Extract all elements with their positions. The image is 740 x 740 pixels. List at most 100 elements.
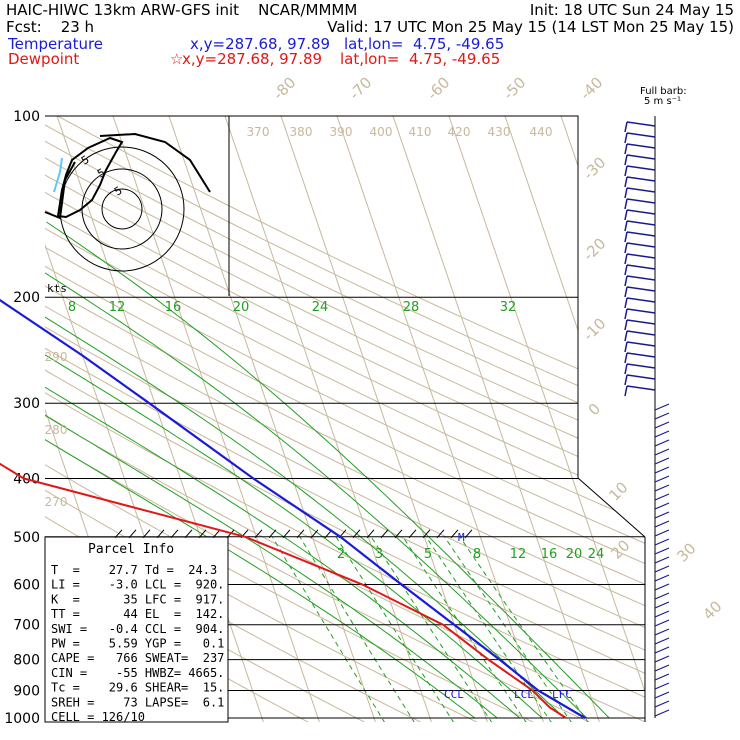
theta-label: 430 [488, 125, 511, 139]
wind-barb [654, 682, 670, 690]
wind-barb [626, 154, 656, 160]
dry-adiabat [45, 116, 645, 722]
dry-adiabat [45, 116, 645, 722]
wind-barb [654, 484, 670, 492]
wind-barb [654, 403, 670, 411]
wind-barb-flag [624, 385, 628, 397]
wind-barb [626, 242, 656, 248]
wind-barb-flag [624, 363, 628, 375]
barb-legend-units: 5 m s⁻¹ [644, 96, 681, 107]
wind-barb-flag [624, 154, 628, 166]
barb-legend-title: Full barb: [640, 86, 687, 97]
wind-barb-flag [624, 352, 628, 364]
hatch-mark [184, 529, 193, 539]
hodograph-ring-label: 5 [112, 184, 125, 199]
dry-adiabat [45, 116, 552, 722]
wind-barb-flag [624, 330, 628, 342]
wind-barb [654, 457, 670, 465]
dry-adiabat [45, 116, 645, 722]
wind-barb [654, 565, 670, 573]
dry-adiabat [45, 116, 645, 722]
mixing-ratio-label: 8 [68, 300, 76, 315]
wind-barb-flag [624, 308, 628, 320]
parcel-info-row: CIN = -55 HWBZ= 4665. [51, 666, 224, 680]
hatch-mark [450, 529, 459, 539]
wind-barb-flag [624, 165, 628, 177]
wind-barb [626, 231, 656, 237]
hodograph-trace-upper [99, 132, 211, 193]
hatch-mark [422, 529, 431, 539]
level-marker-ccl: CCL [444, 688, 464, 701]
wind-barb-flag [624, 220, 628, 232]
valid-time: Valid: 17 UTC Mon 25 May 15 (14 LST Mon … [327, 18, 734, 36]
dry-adiabat [45, 116, 645, 722]
isotherm [551, 116, 645, 722]
parcel-info-row: K = 35 LFC = 917. [51, 592, 224, 606]
isotherm-label: 0 [585, 400, 604, 419]
isotherm [215, 116, 435, 722]
dry-adiabat [45, 116, 645, 722]
wind-barb-flag [624, 286, 628, 298]
wind-barb [626, 121, 656, 127]
parcel-info-row: SWI = -0.4 CCL = 904. [51, 622, 224, 636]
pressure-label: 500 [13, 530, 40, 546]
wind-barb [626, 132, 656, 138]
wind-barb [626, 176, 656, 182]
wind-barb [654, 673, 670, 681]
wind-barb-flag [624, 209, 628, 221]
hatch-mark [366, 529, 375, 539]
wind-barb [626, 264, 656, 270]
theta-label: 270 [45, 495, 68, 509]
wind-barb [654, 412, 670, 420]
wind-barb-flag [624, 319, 628, 331]
hatch-mark [268, 529, 277, 539]
mixing-ratio-label: 24 [588, 547, 605, 562]
isotherm-label: -30 [579, 153, 609, 183]
wind-barb [654, 547, 670, 555]
mixing-ratio-label: 20 [233, 300, 250, 315]
mixing-ratio-label: 24 [312, 300, 329, 315]
wind-barb-flag [624, 187, 628, 199]
wind-barb-flag [624, 264, 628, 276]
hatch-mark [408, 529, 417, 539]
theta-label: 290 [45, 350, 68, 364]
parcel-info-row: Tc = 29.6 SHEAR= 15. [51, 681, 224, 695]
mixing-ratio-label: 8 [473, 547, 481, 562]
wind-barb [654, 493, 670, 501]
hatch-mark [296, 529, 305, 539]
wind-barb-flag [624, 297, 628, 309]
temperature-legend: Temperature [8, 35, 104, 53]
wind-barb [654, 601, 670, 609]
hatch-mark [436, 529, 445, 539]
wind-barb [654, 628, 670, 636]
wind-barb [654, 439, 670, 447]
dry-adiabat [45, 116, 645, 722]
hatch-mark [114, 529, 123, 539]
wind-barb [654, 592, 670, 600]
isotherm [439, 116, 645, 722]
hodograph-trace-left [44, 161, 76, 220]
parcel-info-title: Parcel Info [88, 542, 174, 557]
parcel-info-row: CELL = 126/10 [51, 710, 145, 724]
hatch-mark [156, 529, 165, 539]
pressure-label: 600 [13, 577, 40, 593]
dry-adiabat [45, 116, 645, 722]
hatch-mark [282, 529, 291, 539]
theta-label: 400 [370, 125, 393, 139]
init-time: Init: 18 UTC Sun 24 May 15 [529, 1, 734, 19]
level-marker-lfc: LFC [552, 688, 572, 701]
wind-barb [654, 466, 670, 474]
hatch-mark [170, 529, 179, 539]
moist-adiabat [45, 221, 476, 719]
wind-barb [654, 511, 670, 519]
wind-barb [654, 709, 670, 717]
mixing-ratio-line [425, 536, 558, 722]
moist-adiabat [46, 221, 610, 719]
mixing-ratio-label: 3 [375, 547, 383, 562]
hatch-mark [142, 529, 151, 539]
mixing-ratio-line [299, 536, 421, 722]
mixing-ratio-label: 12 [510, 547, 527, 562]
isotherm-label: 40 [699, 597, 725, 623]
wind-barb [654, 655, 670, 663]
pressure-label: 200 [13, 290, 40, 306]
